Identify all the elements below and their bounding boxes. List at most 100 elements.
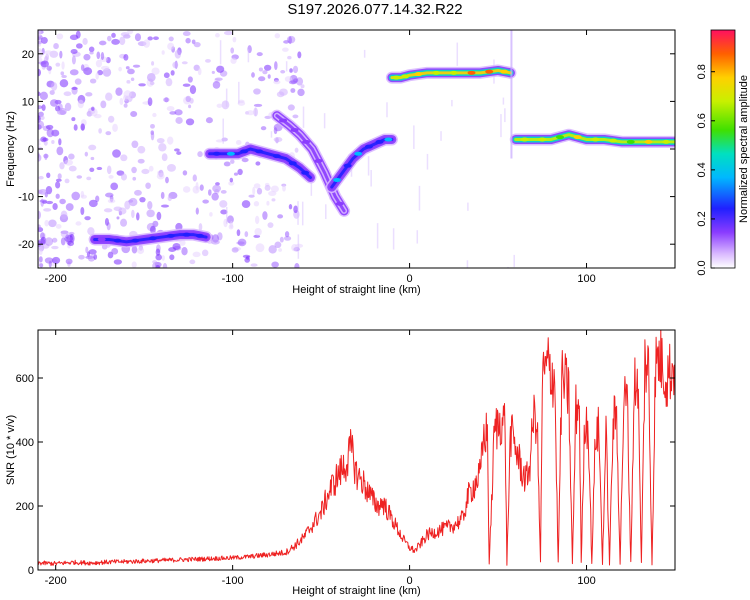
noise-speck [220, 189, 227, 194]
noise-speck [89, 78, 97, 84]
ridge-blob [520, 137, 529, 142]
noise-speck [163, 97, 170, 103]
noise-speck [55, 181, 61, 189]
ridge-blob [335, 201, 344, 206]
ridge-blob [288, 161, 297, 166]
noise-speck [255, 243, 265, 253]
noise-streak [392, 228, 395, 250]
noise-speck [187, 76, 193, 83]
noise-speck [126, 79, 131, 84]
noise-speck [82, 37, 88, 45]
noise-speck [44, 50, 53, 55]
ridge-blob [113, 238, 122, 243]
noise-speck [289, 68, 293, 73]
noise-speck [100, 100, 107, 109]
noise-speck [80, 190, 85, 198]
noise-speck [279, 236, 284, 243]
snr-plot-area [38, 330, 675, 566]
noise-speck [283, 40, 290, 44]
noise-speck [162, 262, 168, 268]
noise-speck [55, 62, 61, 67]
noise-speck [38, 175, 44, 180]
ridge-blob [485, 69, 494, 74]
noise-speck [83, 53, 91, 61]
noise-speck [59, 79, 69, 88]
noise-speck [290, 88, 296, 93]
noise-speck [139, 196, 146, 203]
noise-streak [502, 97, 505, 105]
noise-speck [197, 67, 202, 76]
noise-speck [146, 72, 156, 82]
noise-speck [167, 195, 172, 202]
noise-speck [57, 173, 62, 180]
noise-streak [416, 230, 419, 244]
noise-speck [166, 106, 175, 112]
noise-speck [221, 100, 230, 110]
noise-speck [279, 88, 288, 96]
noise-speck [64, 178, 70, 184]
noise-speck [137, 145, 146, 154]
noise-speck [42, 137, 49, 142]
noise-speck [267, 74, 271, 79]
noise-speck [46, 128, 54, 138]
noise-speck [167, 42, 175, 51]
noise-speck [84, 216, 91, 221]
noise-speck [115, 87, 123, 96]
noise-speck [61, 74, 67, 79]
noise-speck [300, 84, 305, 89]
x-tick-label: -200 [45, 575, 67, 587]
ridge-line [275, 114, 346, 213]
noise-speck [182, 31, 191, 37]
noise-speck [161, 153, 168, 162]
noise-speck [209, 212, 213, 217]
noise-streak [451, 99, 453, 107]
noise-streak [466, 260, 469, 268]
noise-speck [263, 64, 272, 71]
noise-speck [120, 218, 128, 227]
noise-speck [130, 111, 138, 117]
noise-streak [440, 131, 442, 141]
noise-speck [197, 151, 203, 158]
noise-speck [39, 263, 44, 268]
noise-speck [274, 61, 278, 71]
noise-speck [89, 51, 94, 55]
noise-speck [63, 91, 72, 97]
y-tick-label: 10 [22, 96, 34, 108]
noise-speck [44, 237, 54, 246]
colorbar-tick-label: 0.0 [696, 260, 708, 275]
noise-speck [253, 183, 261, 189]
noise-speck [161, 50, 165, 55]
x-tick-label: -100 [222, 273, 244, 285]
noise-speck [143, 39, 151, 48]
ridge-blob [432, 70, 441, 75]
noise-speck [292, 114, 299, 119]
noise-speck [245, 256, 250, 260]
noise-speck [211, 70, 215, 75]
noise-streak [297, 201, 299, 225]
noise-speck [241, 157, 249, 163]
noise-speck [120, 173, 127, 181]
noise-speck [86, 176, 92, 181]
noise-speck [38, 120, 45, 129]
noise-speck [51, 237, 58, 243]
noise-speck [44, 257, 54, 264]
noise-speck [123, 103, 128, 108]
noise-streak [325, 204, 327, 220]
noise-speck [45, 200, 54, 205]
noise-speck [294, 147, 299, 153]
colorbar: 0.0 0.2 0.4 0.6 0.8 Normalized spectral ampli… [696, 29, 750, 276]
noise-speck [50, 82, 58, 91]
noise-speck [78, 254, 85, 260]
ridge-blob [644, 139, 653, 144]
x-tick-label: -200 [45, 273, 67, 285]
noise-speck [134, 33, 142, 42]
noise-speck [288, 80, 297, 85]
noise-speck [156, 211, 162, 221]
noise-speck [262, 211, 268, 220]
noise-speck [201, 249, 209, 257]
noise-speck [158, 143, 167, 152]
ridge-blob [301, 170, 310, 175]
y-tick-label: 0 [28, 565, 34, 577]
noise-speck [282, 184, 286, 192]
noise-speck [125, 66, 130, 70]
